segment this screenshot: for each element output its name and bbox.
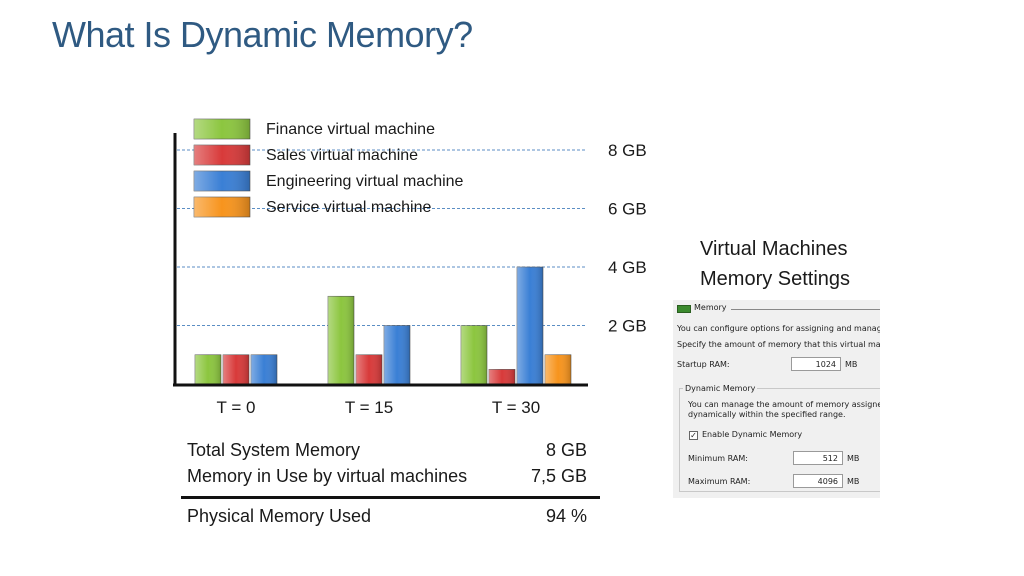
bar: [516, 266, 544, 385]
bar: [250, 354, 278, 385]
bar-shade: [517, 267, 543, 384]
total-memory-value: 8 GB: [545, 440, 587, 460]
y-tick-label: 8 GB: [608, 141, 647, 160]
x-tick-label: T = 0: [217, 398, 256, 417]
bar-shade: [223, 354, 249, 384]
dynamic-memory-group: [679, 388, 880, 492]
total-memory-label: Total System Memory: [187, 440, 361, 460]
bar-shade: [195, 354, 221, 384]
enable-dynamic-memory-label: Enable Dynamic Memory: [702, 430, 803, 439]
minimum-ram-input[interactable]: 512: [793, 451, 843, 465]
bar: [544, 354, 572, 385]
y-tick-label: 6 GB: [608, 200, 647, 219]
startup-ram-unit: MB: [845, 360, 858, 369]
memory-header: Memory: [694, 303, 727, 312]
startup-ram-input[interactable]: 1024: [791, 357, 841, 371]
minimum-ram-label: Minimum RAM:: [688, 454, 748, 463]
memory-in-use-row: Memory in Use by virtual machines 7,5 GB: [187, 466, 587, 487]
bar: [222, 354, 250, 385]
legend-swatch-shade: [194, 145, 250, 165]
memory-in-use-value: 7,5 GB: [530, 466, 587, 486]
vm-settings-title-line1: Virtual Machines: [700, 238, 848, 260]
maximum-ram-label: Maximum RAM:: [688, 477, 751, 486]
bar-shade: [384, 325, 410, 384]
bar: [327, 295, 355, 385]
legend-swatch-shade: [194, 171, 250, 191]
legend-label: Finance virtual machine: [266, 121, 435, 138]
summary-divider: [181, 496, 600, 499]
physical-memory-row: Physical Memory Used 94 %: [187, 506, 587, 527]
x-tick-label: T = 30: [492, 398, 540, 417]
bar-shade: [251, 354, 277, 384]
header-rule: [731, 309, 880, 310]
vm-settings-title: Virtual Machines Memory Settings: [700, 234, 850, 294]
dynamic-memory-desc-2: dynamically within the specified range.: [688, 410, 846, 419]
bar: [460, 325, 488, 385]
slide-title: What Is Dynamic Memory?: [52, 14, 473, 55]
bar: [355, 354, 383, 385]
memory-chip-icon: [677, 305, 691, 313]
dynamic-memory-group-label: Dynamic Memory: [683, 384, 758, 393]
x-tick-label: T = 15: [345, 398, 393, 417]
vm-settings-title-line2: Memory Settings: [700, 268, 851, 290]
bar-shade: [356, 354, 382, 384]
enable-dynamic-memory-checkbox[interactable]: ✓: [689, 431, 698, 440]
startup-ram-label: Startup RAM:: [677, 360, 730, 369]
legend-item: Engineering virtual machine: [193, 170, 464, 192]
physical-memory-label: Physical Memory Used: [187, 506, 372, 526]
minimum-ram-unit: MB: [847, 454, 860, 463]
maximum-ram-input[interactable]: 4096: [793, 474, 843, 488]
maximum-ram-unit: MB: [847, 477, 860, 486]
y-tick-label: 2 GB: [608, 317, 647, 336]
legend-item: Finance virtual machine: [193, 118, 435, 140]
bar-shade: [489, 369, 515, 384]
bar: [194, 354, 222, 385]
legend-item: Service virtual machine: [193, 196, 432, 218]
memory-bar-chart: Finance virtual machine Sales virtual mac…: [173, 118, 647, 417]
bar-shade: [461, 325, 487, 384]
memory-desc-2: Specify the amount of memory that this v…: [677, 340, 880, 349]
dynamic-memory-desc-1: You can manage the amount of memory assi…: [688, 400, 880, 409]
legend-swatch-shade: [194, 119, 250, 139]
legend-label: Engineering virtual machine: [266, 173, 464, 190]
legend-label: Sales virtual machine: [266, 147, 418, 164]
total-memory-row: Total System Memory 8 GB: [187, 440, 587, 461]
bar: [488, 369, 516, 385]
memory-in-use-label: Memory in Use by virtual machines: [187, 466, 468, 486]
physical-memory-value: 94 %: [545, 506, 587, 526]
legend-label: Service virtual machine: [266, 199, 432, 216]
legend-item: Sales virtual machine: [193, 144, 418, 166]
legend-swatch-shade: [194, 197, 250, 217]
y-tick-label: 4 GB: [608, 258, 647, 277]
memory-settings-panel: Memory You can configure options for ass…: [673, 300, 880, 498]
bar-shade: [328, 296, 354, 384]
bar-shade: [545, 354, 571, 384]
bar: [383, 325, 411, 385]
memory-desc-1: You can configure options for assigning …: [677, 324, 880, 333]
